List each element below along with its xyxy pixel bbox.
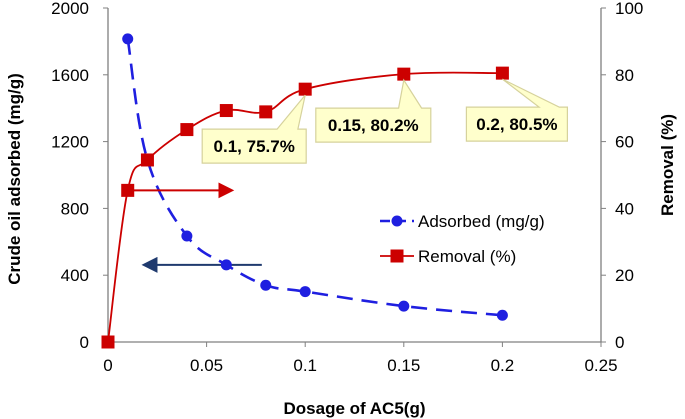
y-left-tick-label: 1200 bbox=[51, 133, 89, 152]
adsorbed-point bbox=[260, 279, 272, 291]
removal-point bbox=[259, 105, 273, 119]
x-tick-label: 0.1 bbox=[293, 356, 317, 375]
x-tick-label: 0.25 bbox=[584, 356, 617, 375]
legend-adsorbed-marker bbox=[391, 215, 403, 227]
adsorbed-point bbox=[122, 33, 134, 45]
callout: 0.15, 80.2% bbox=[315, 78, 432, 143]
x-tick-label: 0.15 bbox=[387, 356, 420, 375]
y-right-axis-title: Removal (%) bbox=[658, 114, 677, 216]
y-left-tick-label: 800 bbox=[61, 199, 89, 218]
callout: 0.2, 80.5% bbox=[465, 78, 568, 142]
legend-removal-label: Removal (%) bbox=[418, 247, 516, 266]
y-left-axis-title: Crude oil adsorbed (mg/g) bbox=[5, 73, 24, 285]
series-line-removal bbox=[107, 71, 503, 343]
y-right-tick-label: 80 bbox=[615, 66, 634, 85]
y-left-tick-label: 2000 bbox=[51, 0, 89, 18]
y-left-tick-label: 1600 bbox=[51, 66, 89, 85]
x-axis-title: Dosage of AC5(g) bbox=[284, 399, 426, 418]
axis-arrows bbox=[127, 182, 262, 273]
removal-point bbox=[495, 66, 509, 80]
y-right-tick-label: 20 bbox=[615, 266, 634, 285]
x-tick-label: 0 bbox=[103, 356, 112, 375]
x-tick-label: 0.05 bbox=[190, 356, 223, 375]
tick-labels: 0 0.05 0.1 0.15 0.2 0.25 0 400 800 1200 1600 2000 0 2… bbox=[51, 0, 643, 375]
y-right-tick-label: 0 bbox=[615, 333, 624, 352]
x-tick-label: 0.2 bbox=[491, 356, 515, 375]
callout: 0.1, 75.7% bbox=[201, 94, 307, 164]
adsorbed-point bbox=[496, 309, 508, 321]
axes bbox=[107, 8, 602, 343]
adsorbed-point bbox=[398, 300, 410, 312]
callout-label: 0.1, 75.7% bbox=[214, 137, 295, 156]
removal-point bbox=[298, 82, 312, 96]
adsorbed-point bbox=[299, 286, 311, 298]
legend: Adsorbed (mg/g) Removal (%) bbox=[380, 212, 545, 266]
legend-adsorbed-label: Adsorbed (mg/g) bbox=[418, 212, 545, 231]
series-line-adsorbed bbox=[126, 38, 503, 317]
removal-point bbox=[101, 335, 115, 349]
callouts: 0.1, 75.7% 0.15, 80.2% 0.2, 80.5% bbox=[201, 78, 568, 164]
y-left-tick-label: 0 bbox=[80, 333, 89, 352]
callout-bubble bbox=[201, 94, 307, 164]
y-right-tick-label: 60 bbox=[615, 133, 634, 152]
removal-point bbox=[121, 183, 135, 197]
callout-bubble bbox=[465, 78, 568, 142]
adsorbed-point bbox=[220, 259, 232, 271]
callout-label: 0.2, 80.5% bbox=[476, 115, 557, 134]
callout-bubble bbox=[315, 78, 432, 143]
y-left-tick-label: 400 bbox=[61, 266, 89, 285]
removal-point bbox=[397, 67, 411, 81]
removal-point bbox=[180, 123, 194, 137]
legend-removal-marker bbox=[390, 249, 404, 263]
removal-point bbox=[219, 104, 233, 118]
y-right-tick-label: 100 bbox=[615, 0, 643, 18]
y-right-tick-label: 40 bbox=[615, 199, 634, 218]
removal-point bbox=[140, 153, 154, 167]
series-markers bbox=[101, 33, 509, 349]
adsorbed-point bbox=[181, 230, 193, 242]
callout-label: 0.15, 80.2% bbox=[328, 116, 419, 135]
